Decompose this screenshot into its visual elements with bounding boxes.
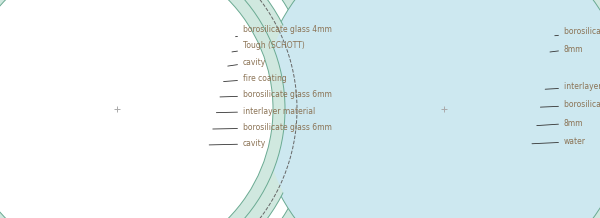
Ellipse shape — [192, 0, 600, 218]
Text: interlayer material: interlayer material — [217, 107, 315, 116]
Text: borosilicate glass 4mm: borosilicate glass 4mm — [236, 25, 332, 37]
Text: borosilicate glass 6mm: borosilicate glass 6mm — [220, 90, 332, 99]
Ellipse shape — [263, 0, 600, 218]
Ellipse shape — [0, 0, 285, 218]
Ellipse shape — [0, 0, 360, 218]
Ellipse shape — [0, 0, 273, 218]
Ellipse shape — [0, 0, 315, 218]
Ellipse shape — [213, 0, 600, 218]
Text: interlayer material: interlayer material — [545, 82, 600, 91]
Ellipse shape — [0, 0, 270, 218]
Text: fire coating: fire coating — [224, 74, 287, 83]
Ellipse shape — [0, 0, 375, 218]
Text: borosilicate glass: borosilicate glass — [541, 100, 600, 109]
Text: borosilicate glass: borosilicate glass — [555, 27, 600, 36]
Ellipse shape — [0, 0, 326, 218]
Text: cavity: cavity — [209, 139, 266, 148]
Ellipse shape — [259, 0, 600, 218]
Text: water: water — [532, 137, 586, 146]
Text: 8mm: 8mm — [550, 44, 583, 54]
Text: Tough (SCHOTT): Tough (SCHOTT) — [232, 41, 305, 52]
Text: borosilicate glass 6mm: borosilicate glass 6mm — [213, 123, 332, 132]
Ellipse shape — [0, 0, 344, 218]
Text: cavity: cavity — [228, 58, 266, 67]
Ellipse shape — [240, 0, 600, 218]
Ellipse shape — [0, 0, 303, 218]
Text: 8mm: 8mm — [537, 119, 583, 128]
